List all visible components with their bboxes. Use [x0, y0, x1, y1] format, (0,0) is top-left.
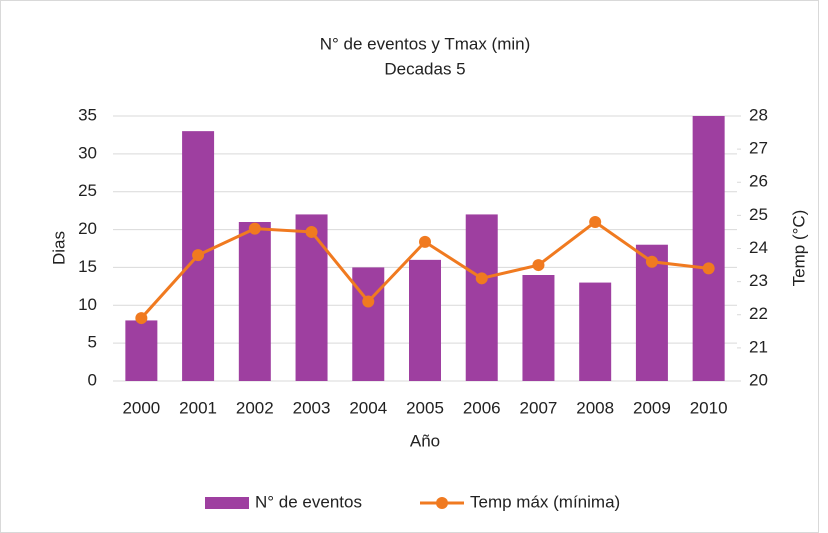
bar — [238, 222, 271, 381]
bar — [579, 282, 612, 381]
y-tick-label: 15 — [78, 257, 97, 276]
legend-marker — [436, 497, 448, 509]
x-tick-label: 2003 — [293, 398, 331, 417]
y-tick-label: 20 — [78, 219, 97, 238]
bar — [409, 259, 441, 381]
y-tick-label: 35 — [78, 105, 97, 124]
bar — [125, 320, 158, 381]
line-point — [305, 225, 318, 238]
line-point — [192, 249, 205, 262]
legend-swatch — [205, 497, 249, 509]
line-point — [589, 216, 602, 228]
bar — [352, 267, 385, 381]
line-point — [419, 235, 431, 248]
y-tick-label: 30 — [78, 143, 97, 162]
line-point — [475, 272, 488, 285]
bar — [465, 214, 498, 381]
x-tick-label: 2001 — [179, 398, 217, 417]
y-tick-label: 25 — [78, 181, 97, 200]
line-point — [532, 259, 545, 272]
legend-label: Temp máx (mínima) — [470, 492, 620, 511]
x-tick-label: 2002 — [236, 398, 274, 417]
y-tick-label: 0 — [88, 370, 97, 389]
y2-tick-label: 23 — [749, 271, 768, 290]
y2-tick-label: 26 — [749, 172, 768, 191]
y2-tick-label: 24 — [749, 238, 768, 257]
bar — [295, 214, 328, 381]
y2-tick-label: 21 — [749, 337, 768, 356]
chart-subtitle: Decadas 5 — [384, 59, 465, 78]
y-tick-label: 10 — [78, 295, 97, 314]
chart-title: N° de eventos y Tmax (min) — [320, 34, 531, 53]
line-point — [362, 295, 375, 308]
x-tick-label: 2008 — [576, 398, 614, 417]
y2-axis-label: Temp (°C) — [789, 210, 808, 287]
y2-tick-label: 25 — [749, 205, 768, 224]
y2-tick-label: 22 — [749, 304, 768, 323]
line-point — [135, 312, 148, 325]
x-tick-label: 2006 — [463, 398, 501, 417]
x-tick-label: 2010 — [690, 398, 728, 417]
x-tick-label: 2007 — [520, 398, 558, 417]
line-point — [702, 262, 715, 275]
legend-label: N° de eventos — [255, 492, 362, 511]
x-tick-label: 2000 — [122, 398, 160, 417]
x-axis-label: Año — [410, 431, 440, 450]
y2-tick-label: 20 — [749, 370, 768, 389]
line-point — [645, 255, 658, 268]
y2-tick-label: 27 — [749, 139, 768, 158]
x-tick-label: 2005 — [406, 398, 444, 417]
bar — [692, 116, 725, 381]
x-tick-label: 2004 — [349, 398, 387, 417]
y-tick-label: 5 — [88, 333, 97, 352]
y-axis-label: Dias — [49, 231, 68, 265]
y2-tick-label: 28 — [749, 105, 768, 124]
line-point — [248, 222, 261, 235]
x-tick-label: 2009 — [633, 398, 671, 417]
bar — [522, 275, 555, 381]
